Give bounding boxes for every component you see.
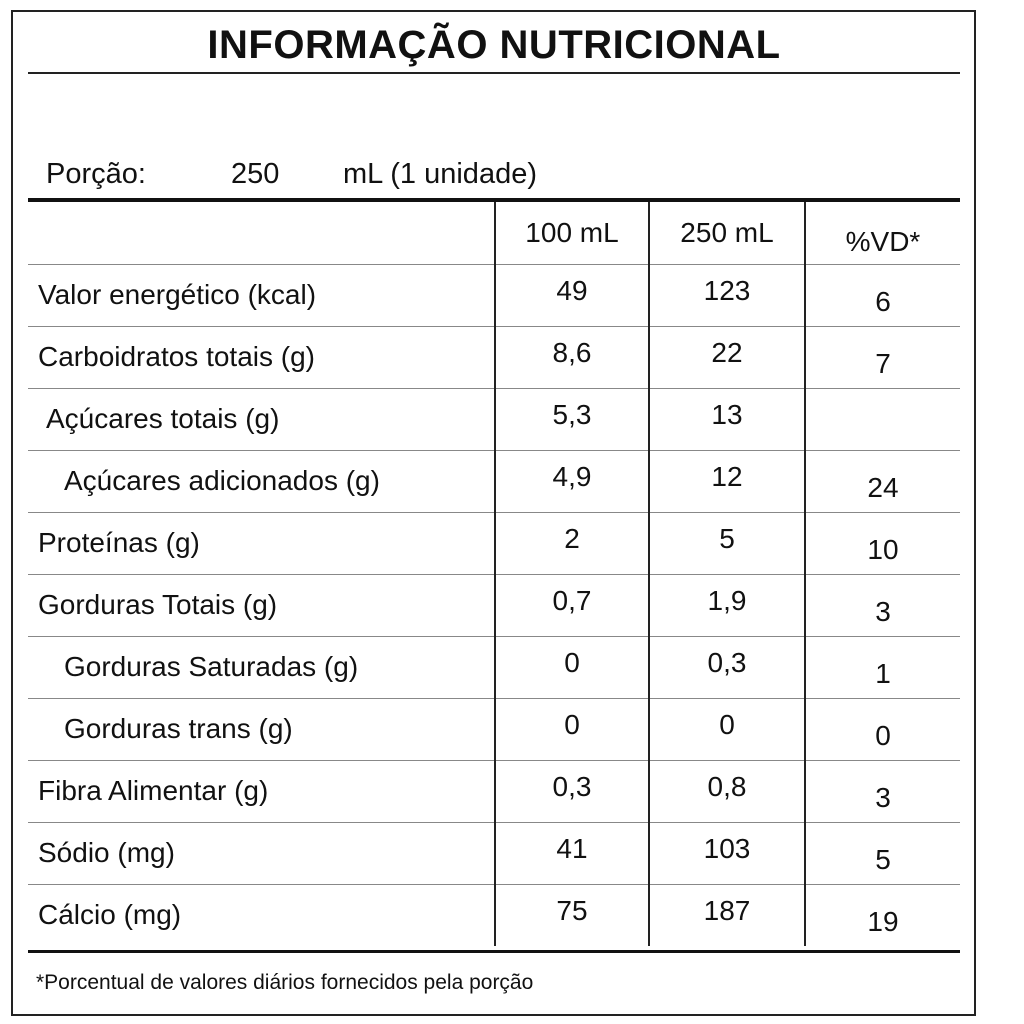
value-per-250ml: 1,9 [648,574,805,637]
value-per-100ml: 0,7 [494,574,649,637]
label-frame [11,10,976,1016]
table-row: Carboidratos totais (g) 8,6 22 7 [28,326,960,389]
nutrient-name: Carboidratos totais (g) [28,326,495,389]
value-per-100ml: 49 [494,264,649,327]
nutrient-name: Fibra Alimentar (g) [28,760,495,823]
table-header-row: 100 mL 250 mL %VD* [28,202,960,265]
table-row: Sódio (mg) 41 103 5 [28,822,960,885]
header-daily-value: %VD* [804,202,960,265]
table-row: Fibra Alimentar (g) 0,3 0,8 3 [28,760,960,823]
table-row: Açúcares totais (g) 5,3 13 [28,388,960,451]
value-daily-percent: 3 [804,760,960,823]
header-per-100ml: 100 mL [494,202,649,265]
table-row: Gorduras Saturadas (g) 0 0,3 1 [28,636,960,699]
value-per-250ml: 0,8 [648,760,805,823]
nutrient-name: Açúcares totais (g) [28,388,495,451]
value-daily-percent: 0 [804,698,960,761]
header-nutrient [28,202,495,265]
nutrient-name: Proteínas (g) [28,512,495,575]
value-per-250ml: 5 [648,512,805,575]
portion-unit: mL (1 unidade) [343,158,537,190]
portion-line: Porção: 250 mL (1 unidade) [46,152,537,196]
value-per-100ml: 0,3 [494,760,649,823]
value-daily-percent: 24 [804,450,960,513]
value-daily-percent: 6 [804,264,960,327]
label-title: INFORMAÇÃO NUTRICIONAL [28,16,960,74]
nutrient-name: Sódio (mg) [28,822,495,885]
nutrient-name: Cálcio (mg) [38,899,182,931]
value-per-250ml: 22 [648,326,805,389]
table-row: Cálcio (mg) 75 187 19 [28,884,960,946]
value-daily-percent [804,388,960,451]
bottom-rule [28,950,960,953]
table-row: Valor energético (kcal) 49 123 6 [28,264,960,327]
value-daily-percent: 10 [804,512,960,575]
nutrient-name: Gorduras trans (g) [28,698,495,761]
value-per-250ml: 187 [648,884,805,946]
nutrient-name: Valor energético (kcal) [28,264,495,327]
value-per-250ml: 123 [648,264,805,327]
portion-label: Porção: [46,158,146,190]
value-per-100ml: 0 [494,636,649,699]
value-per-100ml: 2 [494,512,649,575]
value-per-100ml: 8,6 [494,326,649,389]
nutrient-name: Gorduras Saturadas (g) [28,636,495,699]
value-per-250ml: 12 [648,450,805,513]
portion-quantity: 250 [231,158,280,190]
value-per-100ml: 41 [494,822,649,885]
value-daily-percent: 19 [804,884,960,946]
top-rule [28,198,960,202]
value-daily-percent: 3 [804,574,960,637]
table-row: Gorduras trans (g) 0 0 0 [28,698,960,761]
table-row: Açúcares adicionados (g) 4,9 12 24 [28,450,960,513]
value-per-100ml: 4,9 [494,450,649,513]
value-per-100ml: 0 [494,698,649,761]
value-per-250ml: 13 [648,388,805,451]
value-daily-percent: 5 [804,822,960,885]
nutrient-name: Açúcares adicionados (g) [28,450,495,513]
table-row: Gorduras Totais (g) 0,7 1,9 3 [28,574,960,637]
header-per-250ml: 250 mL [648,202,805,265]
value-per-100ml: 5,3 [494,388,649,451]
table-row: Proteínas (g) 2 5 10 [28,512,960,575]
nutrient-name: Gorduras Totais (g) [28,574,495,637]
value-daily-percent: 7 [804,326,960,389]
nutrition-table: 100 mL 250 mL %VD* Valor energético (kca… [28,202,960,946]
value-per-250ml: 0 [648,698,805,761]
value-per-250ml: 103 [648,822,805,885]
value-daily-percent: 1 [804,636,960,699]
footnote: *Porcentual de valores diários fornecido… [36,971,534,994]
value-per-250ml: 0,3 [648,636,805,699]
value-per-100ml: 75 [494,884,649,946]
